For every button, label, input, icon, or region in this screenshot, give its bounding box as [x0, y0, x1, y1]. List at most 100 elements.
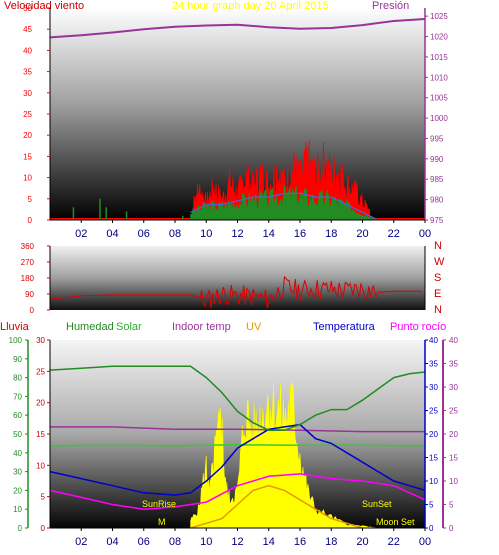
wind-x-tick-label: 12 — [231, 228, 243, 240]
temp-x-tick-label: 02 — [75, 536, 87, 548]
moonrise-partial-label: M — [158, 517, 166, 527]
temperature-line — [49, 423, 426, 496]
temp-y-tick-label: 40 — [429, 336, 438, 345]
rain-y-tick-label: 0 — [18, 524, 23, 533]
temp-x-tick-label: 08 — [169, 536, 181, 548]
temp-x-tick-label: 18 — [325, 536, 337, 548]
direction-y-tick-label: 180 — [21, 274, 35, 283]
pressure-y-tick-label: 1025 — [430, 12, 448, 21]
humidity-y-tick-label: 5 — [41, 493, 46, 502]
direction-y-tick-label: 270 — [21, 258, 35, 267]
rain-y-tick-label: 40 — [13, 449, 22, 458]
humidity-y-tick-label: 0 — [41, 524, 46, 533]
green-flat-line — [49, 444, 426, 447]
wind-x-tick-label: 08 — [169, 228, 181, 240]
dewpoint-y-tick-label: 25 — [449, 407, 458, 416]
dir-letter-w: W — [434, 256, 445, 268]
wind-avg-area — [190, 185, 378, 221]
wind-x-tick-label: 18 — [325, 228, 337, 240]
humidity-line — [49, 365, 426, 431]
temp-y-tick-label: 10 — [429, 477, 438, 486]
pressure-y-tick-label: 980 — [430, 196, 444, 205]
wind-x-tick-label: 22 — [388, 228, 400, 240]
dewpoint-y-tick-label: 30 — [449, 383, 458, 392]
dewpoint-y-tick-label: 35 — [449, 360, 458, 369]
pressure-y-tick-label: 995 — [430, 134, 444, 143]
pressure-y-tick-label: 1010 — [430, 73, 448, 82]
graph-title: 24 hour graph day 20 April 2015 — [172, 0, 329, 12]
wind-panel-background — [50, 8, 425, 220]
indoor-temp-line — [50, 426, 425, 433]
humidity-y-tick-label: 10 — [36, 461, 45, 470]
humidity-y-tick-label: 20 — [36, 399, 45, 408]
wind-x-tick-label: 14 — [263, 228, 275, 240]
pressure-y-tick-label: 1005 — [430, 94, 448, 103]
direction-y-tick-label: 0 — [30, 306, 35, 315]
dewpoint-y-tick-label: 10 — [449, 477, 458, 486]
legend-lluvia: Lluvia — [0, 321, 30, 333]
legend-humedad: Humedad — [66, 321, 114, 333]
sunrise-label: SunRise — [142, 499, 176, 509]
temp-x-tick-label: 04 — [106, 536, 118, 548]
wind-x-tick-label: 20 — [356, 228, 368, 240]
moonset-label: Moon Set — [376, 517, 415, 527]
rain-y-tick-label: 50 — [13, 430, 22, 439]
wind-avg-line — [190, 192, 379, 221]
pressure-y-tick-label: 975 — [430, 216, 444, 225]
pressure-label: Presión — [372, 0, 409, 12]
dir-letter-n-bottom: N — [434, 304, 442, 316]
pressure-y-tick-label: 1015 — [430, 53, 448, 62]
temp-y-tick-label: 0 — [429, 524, 434, 533]
temp-x-tick-label: 16 — [294, 536, 306, 548]
sunset-label: SunSet — [362, 499, 392, 509]
wind-x-tick-label: 10 — [200, 228, 212, 240]
temp-x-tick-label: 22 — [388, 536, 400, 548]
wind-y-tick-label: 15 — [23, 152, 32, 161]
wind-y-tick-label: 45 — [23, 25, 32, 34]
temp-x-tick-label: 00 — [419, 536, 431, 548]
pressure-y-tick-label: 985 — [430, 175, 444, 184]
legend-indoor: Indoor temp — [172, 321, 231, 333]
dir-letter-n-top: N — [434, 240, 442, 252]
temp-x-tick-label: 14 — [263, 536, 275, 548]
legend-solar: Solar — [116, 321, 142, 333]
temp-x-tick-label: 10 — [200, 536, 212, 548]
wind-y-tick-label: 0 — [28, 216, 33, 225]
dewpoint-y-tick-label: 20 — [449, 430, 458, 439]
wind-y-tick-label: 30 — [23, 89, 32, 98]
dewpoint-y-tick-label: 0 — [449, 524, 454, 533]
direction-panel-background — [50, 246, 425, 310]
temp-y-tick-label: 35 — [429, 360, 438, 369]
pressure-y-tick-label: 1020 — [430, 33, 448, 42]
uv-line — [190, 484, 363, 529]
wind-speed-label: Velocidad viento — [4, 0, 84, 12]
temp-x-tick-label: 20 — [356, 536, 368, 548]
wind-x-tick-label: 02 — [75, 228, 87, 240]
wind-x-tick-label: 06 — [138, 228, 150, 240]
wind-x-tick-label: 04 — [106, 228, 118, 240]
wind-y-tick-label: 40 — [23, 46, 32, 55]
humidity-y-tick-label: 25 — [36, 367, 45, 376]
rain-y-tick-label: 70 — [13, 392, 22, 401]
wind-x-tick-label: 16 — [294, 228, 306, 240]
wind-y-tick-label: 10 — [23, 174, 32, 183]
axis-layer: 0510152025303540455097598098599099510001… — [9, 4, 459, 548]
direction-y-tick-label: 90 — [25, 290, 34, 299]
wind-y-tick-label: 5 — [28, 195, 33, 204]
plot-layer — [49, 18, 426, 529]
dewpoint-y-tick-label: 5 — [449, 501, 454, 510]
temp-y-tick-label: 20 — [429, 430, 438, 439]
direction-line — [49, 275, 422, 309]
pressure-line — [49, 18, 426, 39]
humidity-y-tick-label: 30 — [36, 336, 45, 345]
rain-y-tick-label: 90 — [13, 355, 22, 364]
rain-y-tick-label: 20 — [13, 486, 22, 495]
wind-y-tick-label: 50 — [23, 4, 32, 13]
wind-x-tick-label: 00 — [419, 228, 431, 240]
temp-y-tick-label: 15 — [429, 454, 438, 463]
wind-y-tick-label: 35 — [23, 68, 32, 77]
temp-x-tick-label: 06 — [138, 536, 150, 548]
humidity-y-tick-label: 15 — [36, 430, 45, 439]
